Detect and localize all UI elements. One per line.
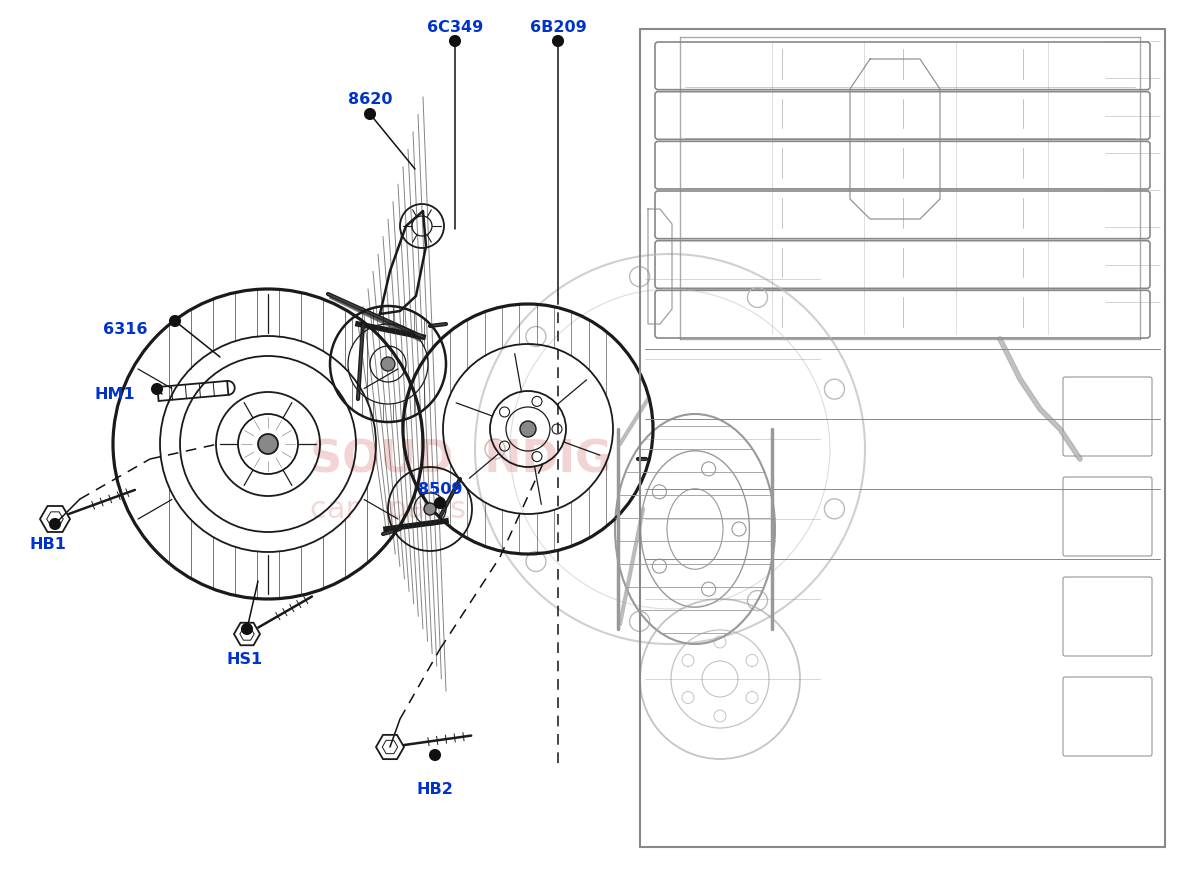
Text: 8620: 8620 bbox=[348, 92, 392, 107]
Circle shape bbox=[553, 37, 563, 47]
Circle shape bbox=[450, 37, 460, 47]
Text: SOUD  NDIG: SOUD NDIG bbox=[310, 438, 612, 481]
Text: HS1: HS1 bbox=[227, 652, 263, 667]
Text: 6316: 6316 bbox=[103, 322, 148, 337]
Text: 6C349: 6C349 bbox=[427, 20, 484, 35]
Text: HB1: HB1 bbox=[30, 537, 66, 552]
Circle shape bbox=[430, 750, 440, 760]
Circle shape bbox=[258, 434, 278, 454]
Text: 8509: 8509 bbox=[418, 482, 462, 497]
Text: HM1: HM1 bbox=[95, 387, 136, 402]
Circle shape bbox=[365, 110, 376, 120]
Circle shape bbox=[436, 498, 445, 509]
Circle shape bbox=[50, 519, 60, 530]
Circle shape bbox=[242, 624, 252, 634]
Text: 6B209: 6B209 bbox=[529, 20, 587, 35]
Circle shape bbox=[152, 384, 162, 395]
Circle shape bbox=[382, 358, 395, 372]
Circle shape bbox=[424, 503, 436, 516]
Circle shape bbox=[170, 317, 180, 326]
Text: car   parts: car parts bbox=[310, 495, 466, 524]
Circle shape bbox=[520, 422, 536, 438]
Text: HB2: HB2 bbox=[416, 781, 454, 796]
